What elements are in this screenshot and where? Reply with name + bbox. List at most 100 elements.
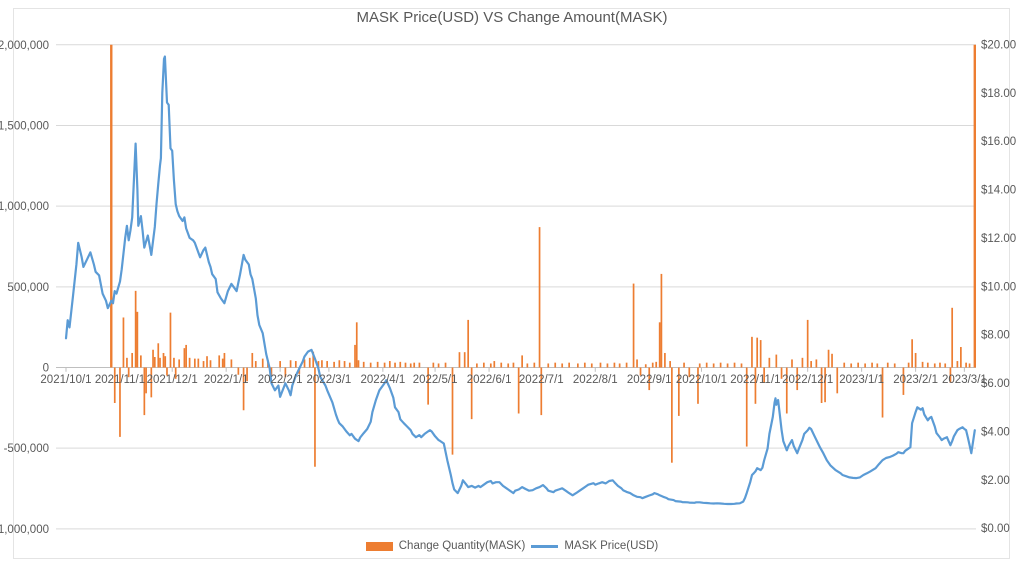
change-quantity-bar <box>150 367 153 398</box>
change-quantity-bar <box>768 357 771 368</box>
price-line <box>64 55 976 506</box>
left-axis-tick-label: 0 <box>43 363 49 375</box>
change-quantity-bar <box>697 367 699 404</box>
change-quantity-bar <box>664 352 666 368</box>
x-axis-tick-label: 2023/3/1 <box>942 374 987 386</box>
change-quantity-bar <box>169 312 172 368</box>
change-quantity-bar <box>644 364 647 368</box>
change-quantity-bar <box>973 44 976 368</box>
change-quantity-bar <box>493 361 496 368</box>
change-quantity-bar <box>126 357 128 368</box>
change-quantity-bar <box>357 360 360 368</box>
change-quantity-bar <box>726 363 729 368</box>
change-quantity-bar <box>902 367 905 395</box>
change-quantity-bar <box>343 361 346 368</box>
change-quantity-bar <box>648 367 651 391</box>
change-quantity-bar <box>206 356 208 368</box>
change-quantity-bar <box>376 361 379 368</box>
change-quantity-bar <box>218 355 221 368</box>
change-quantity-bar <box>284 367 287 378</box>
change-quantity-bar <box>632 283 635 368</box>
x-axis-tick-label: 2022/8/1 <box>573 374 618 386</box>
change-quantity-bar <box>122 317 125 368</box>
change-quantity-bar <box>745 367 748 447</box>
change-quantity-bar <box>599 362 602 368</box>
change-quantity-bar <box>939 362 941 368</box>
change-quantity-bar <box>458 352 461 368</box>
change-quantity-bar <box>683 362 685 368</box>
change-quantity-bar <box>561 363 564 368</box>
change-quantity-bar <box>677 367 680 416</box>
change-quantity-bar <box>843 362 846 368</box>
change-quantity-bar <box>157 343 160 368</box>
change-quantity-bar <box>437 363 440 368</box>
change-quantity-bar <box>289 360 292 368</box>
change-quantity-bar <box>893 363 896 368</box>
change-quantity-bar <box>538 227 541 368</box>
change-quantity-bar <box>261 358 264 368</box>
change-quantity-bar <box>791 359 793 368</box>
change-quantity-bar <box>949 367 952 383</box>
change-quantity-bar <box>775 354 778 368</box>
change-quantity-bar <box>369 362 372 368</box>
change-quantity-bar <box>178 359 181 368</box>
change-quantity-bar <box>512 362 515 368</box>
change-quantity-bar <box>418 362 421 368</box>
left-axis-tick-label: -500,000 <box>4 443 49 455</box>
change-quantity-bar <box>303 359 306 368</box>
change-quantity-bar <box>517 367 520 414</box>
legend: Change Quantity(MASK) MASK Price(USD) <box>0 540 1024 552</box>
x-axis-tick-label: 2022/3/1 <box>307 374 352 386</box>
change-quantity-bar <box>719 362 722 368</box>
change-quantity-bar <box>317 361 320 368</box>
right-axis-tick-label: $12.00 <box>981 233 1016 245</box>
change-quantity-bar <box>763 367 765 383</box>
change-quantity-bar <box>136 311 139 368</box>
change-quantity-bar <box>242 367 245 411</box>
change-quantity-bar <box>733 362 736 368</box>
change-quantity-bar <box>568 362 570 368</box>
change-quantity-bar <box>785 367 788 414</box>
change-quantity-bar <box>658 322 661 368</box>
left-axis-tick-label: 500,000 <box>7 282 49 294</box>
change-quantity-bar <box>759 340 762 368</box>
change-quantity-bar <box>383 362 386 368</box>
x-axis-tick-label: 2022/11/1 <box>730 374 780 386</box>
change-quantity-bar <box>183 348 186 368</box>
change-quantity-bar <box>134 290 137 368</box>
change-quantity-bar <box>202 361 205 368</box>
change-quantity-bar <box>164 356 167 368</box>
change-quantity-bar <box>625 362 628 368</box>
change-quantity-bar <box>173 357 175 368</box>
left-axis-tick-label: 1,000,000 <box>0 201 49 213</box>
change-quantity-bar <box>960 347 962 368</box>
right-axis-tick-label: $0.00 <box>981 523 1010 535</box>
change-quantity-bar <box>294 361 297 368</box>
change-quantity-bar <box>326 361 328 368</box>
change-quantity-bar <box>655 361 658 368</box>
change-quantity-bar <box>188 357 191 368</box>
x-axis-tick-label: 2021/12/1 <box>147 374 198 386</box>
change-quantity-bar <box>926 362 929 368</box>
change-quantity-bar <box>836 367 839 394</box>
right-axis-tick-label: $16.00 <box>981 136 1016 148</box>
change-quantity-bar <box>606 363 609 368</box>
change-quantity-bar <box>404 362 407 368</box>
change-quantity-bar <box>857 362 860 368</box>
change-quantity-bar <box>399 361 402 368</box>
change-quantity-bar <box>698 363 701 368</box>
change-quantity-bar <box>467 319 470 368</box>
change-quantity-bar <box>355 322 358 368</box>
change-quantity-bar <box>193 358 196 368</box>
change-quantity-bar <box>333 361 335 368</box>
change-quantity-bar <box>444 362 447 368</box>
change-quantity-bar <box>131 352 134 368</box>
change-quantity-bar <box>815 359 818 368</box>
change-quantity-bar <box>254 361 257 368</box>
change-quantity-bar <box>270 367 273 376</box>
x-axis-tick-label: 2023/1/1 <box>839 374 884 386</box>
change-quantity-bar <box>409 363 412 368</box>
change-quantity-bar <box>740 363 743 368</box>
change-quantity-bar <box>914 352 917 368</box>
x-axis-tick-label: 2022/7/1 <box>519 374 564 386</box>
